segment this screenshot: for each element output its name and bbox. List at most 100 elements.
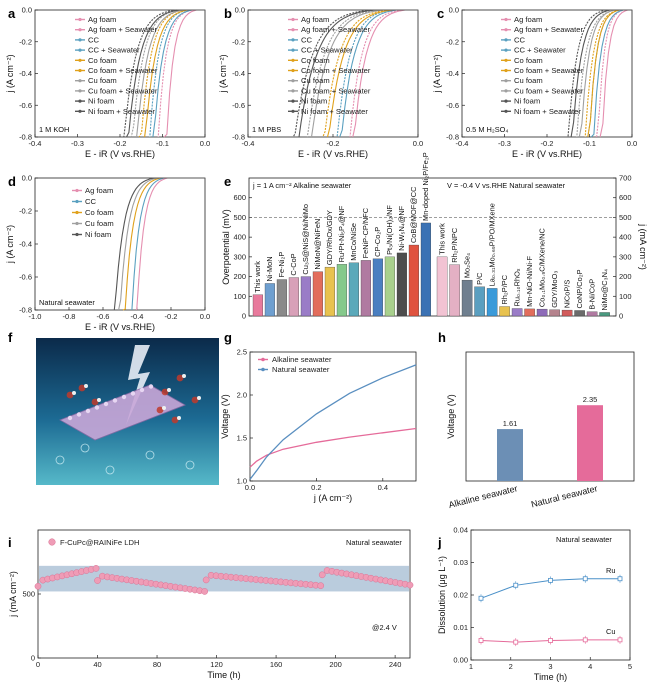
panel-i-point: [34, 582, 42, 590]
panel-f-electrode-plate: [59, 384, 186, 441]
panel-e-ytick-label: 0: [242, 312, 246, 321]
panel-c-xlabel: E - iR (V vs.RHE): [512, 149, 582, 159]
panel-d-xtick-label: -0.6: [97, 312, 110, 321]
panel-c-annotation: 0.5 M H₂SO₄: [466, 125, 508, 134]
panel-g-frame: [249, 351, 417, 482]
panel-d-legend-marker: [75, 199, 79, 204]
panel-a-ylabel: j (A cm⁻²): [5, 54, 15, 93]
panel-a-series-9: [123, 9, 205, 138]
panel-c-legend-marker: [504, 38, 508, 42]
panel-letter-b: b: [224, 6, 232, 21]
panel-h-bar: [577, 405, 603, 481]
panel-f-molecule-white: [162, 406, 166, 410]
panel-e-frame: [248, 177, 617, 317]
panel-e-left-label: CP-Co₂P: [373, 227, 382, 257]
panel-c-legend-label: Cu foam + Seawater: [514, 86, 584, 95]
panel-e-right-label: Mn-NiO-Ni/Ni-F: [525, 256, 534, 307]
panel-j-ytick-label: 0.00: [453, 656, 468, 665]
panel-e-left-bar: [312, 271, 323, 317]
panel-b-legend-marker: [291, 99, 295, 103]
panel-f-molecule-white: [97, 398, 101, 402]
panel-f-bubble: [145, 450, 155, 460]
panel-c-legend-label: CC + Seawater: [514, 46, 566, 55]
panel-f-catalyst-dot: [103, 401, 109, 407]
panel-j-point: [513, 639, 519, 645]
panel-e-rtick-label: 300: [619, 252, 632, 261]
panel-c-xtick-label: 0.0: [627, 139, 637, 148]
panel-b-legend-label: Ni foam: [301, 97, 327, 106]
panel-i-ytick-label: 0: [31, 654, 35, 663]
panel-e-left-bar: [348, 262, 359, 317]
panel-c-series-8: [570, 9, 632, 138]
panel-a-legend-label: CC + Seawater: [88, 46, 140, 55]
panel-e-left-title: j = 1 A cm⁻² Alkaline seawater: [252, 181, 352, 190]
panel-e-left-label: Mn-doped Ni₂P/Fe₂P: [421, 152, 430, 221]
panel-b-series-6: [310, 9, 418, 138]
panel-f-catalyst-dot: [94, 405, 100, 410]
panel-h-value-label: 2.35: [583, 395, 598, 404]
panel-j-series-label: Cu: [606, 627, 615, 636]
panel-i-point: [202, 576, 210, 584]
panel-d-legend-label: Ni foam: [85, 230, 111, 239]
panel-c-series-9: [567, 9, 632, 138]
panel-e-left-bar: [336, 264, 347, 317]
panel-e-left-label: Cu₃S@NiS@Ni/NiMo: [301, 204, 310, 275]
panel-b-series-1: [349, 9, 418, 138]
panel-a-xtick-label: -0.3: [71, 139, 84, 148]
panel-a-series-3: [149, 9, 205, 138]
panel-e-left-bar: [396, 252, 407, 317]
panel-f-molecule-red: [161, 388, 169, 396]
panel-b-ytick-label: -0.6: [232, 101, 245, 110]
panel-d-ytick-label: 0.0: [22, 174, 32, 183]
panel-d-legend-label: Cu foam: [85, 219, 114, 228]
panel-i-xtick-label: 240: [389, 660, 402, 669]
panel-f-molecule-white: [197, 396, 201, 400]
panel-j-xtick-label: 5: [628, 662, 632, 671]
panel-b-legend-marker: [291, 89, 295, 93]
panel-e-left-bar: [288, 277, 299, 317]
panel-c-legend-marker: [504, 99, 508, 103]
panel-a-legend-label: Cu foam: [88, 76, 117, 85]
panel-a-legend-marker: [78, 38, 82, 42]
panel-f-bubble: [55, 455, 65, 465]
panel-letter-e: e: [224, 174, 231, 189]
panel-i-xtick-label: 0: [36, 660, 40, 669]
panel-g-legend-marker: [261, 367, 265, 372]
panel-d-legend-label: Co foam: [85, 208, 114, 217]
panel-f-catalyst-dot: [76, 412, 82, 417]
panel-c-ytick-label: -0.6: [446, 101, 459, 110]
panel-g-xtick-label: 0.2: [311, 483, 321, 492]
panel-e-right-bar: [436, 256, 448, 317]
panel-c-legend-label: Ni foam: [514, 97, 540, 106]
panel-b-legend-marker: [291, 17, 295, 22]
panel-i-xlabel: Time (h): [207, 670, 240, 680]
panel-b-ytick-label: -0.8: [232, 133, 245, 142]
panel-d-series-3: [118, 177, 205, 311]
panel-d-legend-marker: [75, 232, 79, 237]
panel-a-series-0: [163, 9, 205, 138]
panel-b-legend-label: CC + Seawater: [301, 46, 353, 55]
panel-e-ytick-label: 500: [233, 213, 246, 222]
panel-c-legend-marker: [504, 17, 508, 22]
panel-b-legend-marker: [291, 79, 295, 83]
panel-f-molecule-white: [167, 388, 171, 392]
panel-a-legend-marker: [78, 89, 82, 93]
panel-a-xtick-label: 0.0: [200, 139, 210, 148]
panel-c-ytick-label: 0.0: [449, 6, 459, 15]
panel-b-legend-label: CC: [301, 35, 312, 44]
panel-c-series-7: [576, 9, 632, 138]
panel-e-right-label: Rh₂P/PC: [500, 274, 509, 304]
panel-b-series-5: [322, 9, 418, 138]
panel-e-right-bar: [536, 308, 548, 317]
panel-e-left-label: FeNiP-CP/NFC: [361, 207, 370, 258]
panel-g-ytick-label: 1.5: [237, 434, 247, 443]
panel-letter-i: i: [8, 535, 12, 550]
panel-b-legend-marker: [291, 68, 295, 73]
panel-i-point: [92, 565, 100, 572]
panel-d-xtick-label: -0.4: [131, 312, 144, 321]
panel-a-legend-marker: [78, 68, 82, 73]
panel-e-right-label: Co₀.₁Mo₀.₉C/MXene/NC: [538, 228, 547, 308]
panel-e-left-bar: [300, 276, 311, 317]
panel-e-right-label: Mo₂Se₄: [463, 253, 472, 278]
panel-d-ytick-label: -0.6: [19, 273, 32, 282]
